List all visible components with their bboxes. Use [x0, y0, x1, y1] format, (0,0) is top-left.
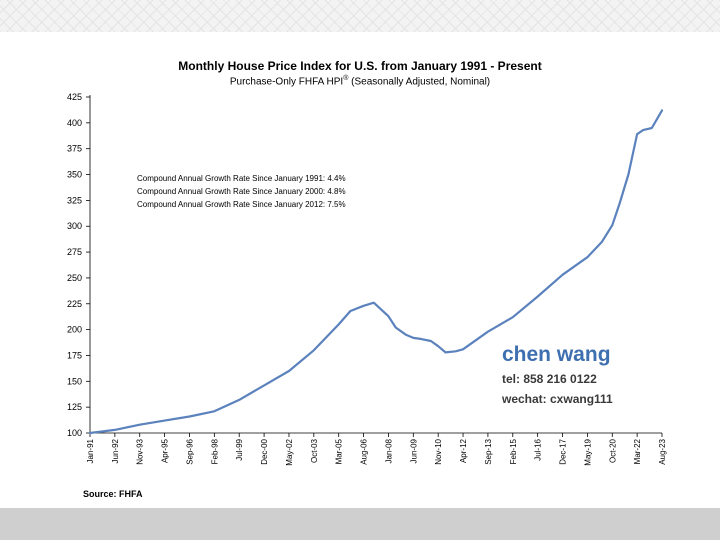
contact-name: chen wang: [502, 343, 611, 366]
x-tick-label: Jan-08: [384, 438, 393, 463]
y-tick-label: 425: [67, 92, 82, 102]
subtitle-main: Purchase-Only FHFA HPI: [229, 76, 344, 88]
hpi-series-line: [88, 109, 664, 435]
x-tick-label: Oct-03: [310, 438, 319, 463]
x-tick-label: Aug-06: [360, 438, 369, 464]
x-tick-label: Jul-99: [235, 438, 244, 460]
y-tick-label: 100: [67, 428, 82, 438]
x-tick-label: Mar-22: [633, 438, 642, 464]
x-tick-label: Jul-16: [534, 438, 543, 460]
x-tick-label: Jun-92: [111, 438, 120, 463]
y-tick-label: 350: [67, 170, 82, 180]
y-tick-label: 200: [67, 325, 82, 335]
x-tick-label: Sep-13: [484, 438, 493, 464]
y-tick-label: 375: [67, 144, 82, 154]
cagr-2012: Compound Annual Growth Rate Since Januar…: [137, 200, 346, 209]
subtitle-suffix: (Seasonally Adjusted, Nominal): [348, 76, 491, 88]
y-tick-label: 125: [67, 402, 82, 412]
cagr-2000: Compound Annual Growth Rate Since Januar…: [137, 187, 346, 196]
y-tick-label: 400: [67, 118, 82, 128]
bottom-decorative-band: [0, 508, 720, 540]
x-tick-label: Nov-10: [434, 438, 443, 464]
x-tick-label: Jan-91: [86, 438, 95, 463]
x-tick-label: Jun-09: [409, 438, 418, 463]
x-tick-label: Dec-00: [260, 438, 269, 464]
x-tick-label: Feb-15: [509, 438, 518, 464]
y-tick-label: 150: [67, 376, 82, 386]
y-tick-label: 275: [67, 247, 82, 257]
contact-block: chen wang tel: 858 216 0122 wechat: cxwa…: [502, 343, 613, 409]
x-tick-label: Apr-95: [161, 438, 170, 463]
x-tick-label: Dec-17: [559, 438, 568, 464]
x-tick-label: Mar-05: [335, 438, 344, 464]
x-tick-label: Aug-23: [658, 438, 667, 464]
x-tick-label: May-19: [583, 438, 592, 465]
chart-subtitle: Purchase-Only FHFA HPI® (Seasonally Adju…: [0, 75, 720, 87]
registered-mark: ®: [343, 75, 349, 82]
x-tick-label: May-02: [285, 438, 294, 465]
y-tick-label: 225: [67, 299, 82, 309]
contact-tel: tel: 858 216 0122: [502, 372, 597, 386]
x-tick-label: Feb-98: [210, 438, 219, 464]
y-tick-label: 300: [67, 221, 82, 231]
x-tick-label: Oct-20: [608, 438, 617, 463]
chart-title: Monthly House Price Index for U.S. from …: [178, 59, 542, 73]
source-note: Source: FHFA: [83, 489, 143, 499]
top-decorative-band: [0, 0, 720, 32]
y-tick-label: 250: [67, 273, 82, 283]
y-tick-label: 325: [67, 195, 82, 205]
y-tick-label: 175: [67, 350, 82, 360]
x-tick-label: Apr-12: [459, 438, 468, 463]
x-tick-label: Sep-96: [185, 438, 194, 464]
cagr-1991: Compound Annual Growth Rate Since Januar…: [137, 174, 346, 183]
cagr-annotations: Compound Annual Growth Rate Since Januar…: [137, 172, 346, 211]
x-tick-label: Nov-93: [136, 438, 145, 464]
contact-wechat: wechat: cxwang111: [502, 392, 613, 406]
